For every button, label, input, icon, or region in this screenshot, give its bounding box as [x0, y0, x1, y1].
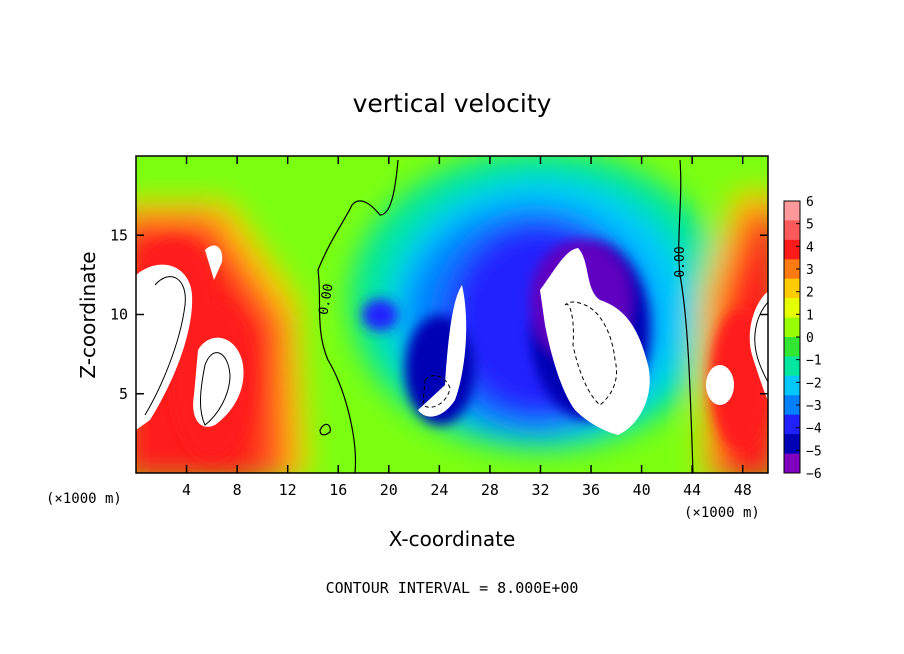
colorbar: 6 5 4 3 2 1 0 −1 −2 −3 −4 −5 −6: [783, 195, 822, 482]
colorbar-tick-label: 6: [806, 195, 814, 210]
x-tick-label: 12: [279, 481, 297, 499]
chart-title: vertical velocity: [353, 89, 552, 118]
colorbar-swatch: [784, 220, 800, 241]
y-tick-label: 15: [110, 226, 128, 244]
y-axis-label: Z-coordinate: [76, 251, 100, 378]
colorbar-swatch: [784, 278, 800, 299]
colorbar-swatch: [784, 337, 800, 357]
x-axis-label: X-coordinate: [389, 527, 516, 551]
colorbar-tick-label: 5: [806, 218, 814, 233]
colorbar-tick-label: −3: [806, 399, 822, 414]
velocity-field: [136, 156, 768, 473]
x-tick-label: 16: [329, 481, 347, 499]
y-tick-label: 10: [110, 306, 128, 324]
x-unit-left: (×1000 m): [46, 491, 122, 507]
colorbar-swatch: [784, 414, 800, 435]
x-tick-label: 32: [531, 481, 549, 499]
colorbar-tick-label: 1: [806, 308, 814, 323]
contour-interval-note: CONTOUR INTERVAL = 8.000E+00: [326, 579, 579, 597]
colorbar-swatch: [784, 434, 800, 455]
x-tick-label: 20: [380, 481, 398, 499]
colorbar-tick-label: −5: [806, 444, 822, 459]
x-tick-label: 28: [481, 481, 499, 499]
colorbar-tick-label: 3: [806, 263, 814, 278]
x-axis-ticks: 4 8 12 16 20 24 28 32 36 40 44 48: [182, 156, 752, 499]
x-tick-label: 4: [182, 481, 191, 499]
colorbar-swatch: [784, 201, 800, 221]
colorbar-tick-label: −6: [806, 467, 822, 482]
y-tick-label: 5: [119, 385, 128, 403]
y-axis-ticks: 5 10 15: [110, 226, 768, 403]
colorbar-tick-label: −1: [806, 354, 822, 369]
colorbar-swatch: [784, 356, 800, 377]
x-tick-label: 44: [683, 481, 701, 499]
colorbar-swatch: [784, 298, 800, 319]
colorbar-tick-label: 4: [806, 240, 814, 255]
colorbar-tick-label: 2: [806, 286, 814, 301]
x-tick-label: 48: [734, 481, 752, 499]
colorbar-swatch: [784, 375, 800, 396]
colorbar-swatch: [784, 317, 800, 338]
contour-label-left: 0.00: [316, 283, 336, 316]
colorbar-tick-label: −2: [806, 376, 822, 391]
contour-labels: 0.00 0.00: [316, 246, 688, 316]
x-tick-label: 36: [582, 481, 600, 499]
colorbar-swatch: [784, 395, 800, 416]
contour-label-right: 0.00: [673, 246, 688, 277]
x-tick-label: 8: [233, 481, 242, 499]
colorbar-tick-label: −4: [806, 422, 822, 437]
x-tick-label: 24: [430, 481, 448, 499]
colorbar-swatch: [784, 453, 800, 474]
x-unit-right: (×1000 m): [684, 505, 760, 521]
colorbar-swatch: [784, 239, 800, 260]
colorbar-tick-label: 0: [806, 331, 814, 346]
colorbar-swatch: [784, 259, 800, 280]
x-tick-label: 40: [633, 481, 651, 499]
